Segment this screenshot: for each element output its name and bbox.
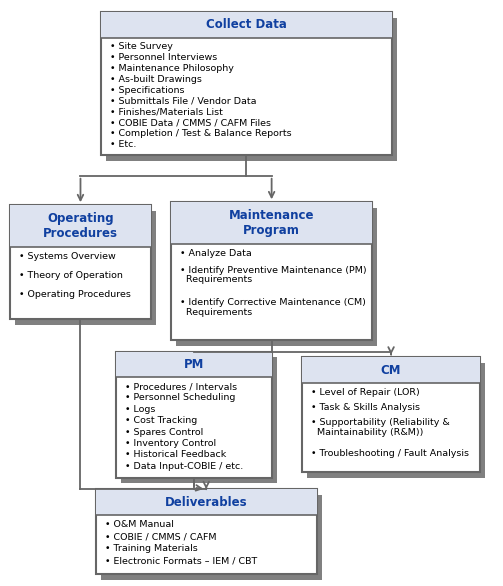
Text: • COBIE Data / CMMS / CAFM Files: • COBIE Data / CMMS / CAFM Files — [110, 118, 271, 128]
FancyBboxPatch shape — [15, 211, 156, 325]
Text: • Theory of Operation: • Theory of Operation — [19, 271, 123, 280]
FancyBboxPatch shape — [106, 18, 397, 161]
FancyBboxPatch shape — [121, 357, 277, 483]
Text: • Analyze Data: • Analyze Data — [180, 249, 252, 258]
Text: • Training Materials: • Training Materials — [105, 544, 197, 553]
FancyBboxPatch shape — [302, 357, 480, 383]
FancyBboxPatch shape — [96, 489, 317, 574]
Text: • As-built Drawings: • As-built Drawings — [110, 75, 202, 84]
FancyBboxPatch shape — [101, 12, 392, 38]
Text: • Troubleshooting / Fault Analysis: • Troubleshooting / Fault Analysis — [311, 449, 469, 458]
Text: Maintenance
Program: Maintenance Program — [229, 209, 314, 237]
Text: • Inventory Control: • Inventory Control — [125, 439, 216, 448]
Text: • Historical Feedback: • Historical Feedback — [125, 451, 226, 459]
Text: • Completion / Test & Balance Reports: • Completion / Test & Balance Reports — [110, 130, 291, 138]
FancyBboxPatch shape — [176, 208, 377, 346]
Text: • Level of Repair (LOR): • Level of Repair (LOR) — [311, 388, 420, 397]
Text: • COBIE / CMMS / CAFM: • COBIE / CMMS / CAFM — [105, 532, 216, 541]
FancyBboxPatch shape — [101, 12, 392, 155]
Text: • Operating Procedures: • Operating Procedures — [19, 290, 131, 299]
FancyBboxPatch shape — [116, 352, 272, 377]
Text: • Systems Overview: • Systems Overview — [19, 252, 116, 261]
Text: • Site Survey: • Site Survey — [110, 42, 173, 51]
Text: • Cost Tracking: • Cost Tracking — [125, 416, 197, 425]
Text: • Logs: • Logs — [125, 405, 155, 414]
FancyBboxPatch shape — [171, 202, 372, 244]
Text: • Maintenance Philosophy: • Maintenance Philosophy — [110, 64, 233, 73]
FancyBboxPatch shape — [116, 352, 272, 478]
Text: • Etc.: • Etc. — [110, 141, 136, 149]
FancyBboxPatch shape — [10, 205, 151, 319]
Text: • O&M Manual: • O&M Manual — [105, 520, 174, 529]
FancyBboxPatch shape — [302, 357, 480, 472]
Text: • Personnel Interviews: • Personnel Interviews — [110, 53, 217, 62]
Text: • Submittals File / Vendor Data: • Submittals File / Vendor Data — [110, 97, 256, 105]
Text: Operating
Procedures: Operating Procedures — [43, 212, 118, 240]
Text: Collect Data: Collect Data — [206, 18, 287, 31]
Text: PM: PM — [184, 358, 204, 371]
Text: • Spares Control: • Spares Control — [125, 428, 203, 437]
Text: Deliverables: Deliverables — [165, 496, 247, 509]
FancyBboxPatch shape — [101, 495, 322, 580]
Text: • Procedures / Intervals: • Procedures / Intervals — [125, 382, 237, 391]
FancyBboxPatch shape — [307, 363, 485, 478]
FancyBboxPatch shape — [10, 205, 151, 247]
Text: • Finishes/Materials List: • Finishes/Materials List — [110, 108, 222, 117]
Text: • Identify Preventive Maintenance (PM)
  Requirements: • Identify Preventive Maintenance (PM) R… — [180, 265, 367, 284]
FancyBboxPatch shape — [96, 489, 317, 515]
Text: • Personnel Scheduling: • Personnel Scheduling — [125, 393, 235, 403]
Text: • Electronic Formats – IEM / CBT: • Electronic Formats – IEM / CBT — [105, 557, 257, 565]
Text: • Supportability (Reliability &
  Maintainability (R&M)): • Supportability (Reliability & Maintain… — [311, 418, 450, 437]
FancyBboxPatch shape — [171, 202, 372, 340]
Text: • Data Input-COBIE / etc.: • Data Input-COBIE / etc. — [125, 462, 243, 471]
Text: • Identify Corrective Maintenance (CM)
  Requirements: • Identify Corrective Maintenance (CM) R… — [180, 298, 366, 317]
Text: • Task & Skills Analysis: • Task & Skills Analysis — [311, 403, 420, 412]
Text: CM: CM — [381, 364, 401, 377]
Text: • Specifications: • Specifications — [110, 86, 184, 95]
